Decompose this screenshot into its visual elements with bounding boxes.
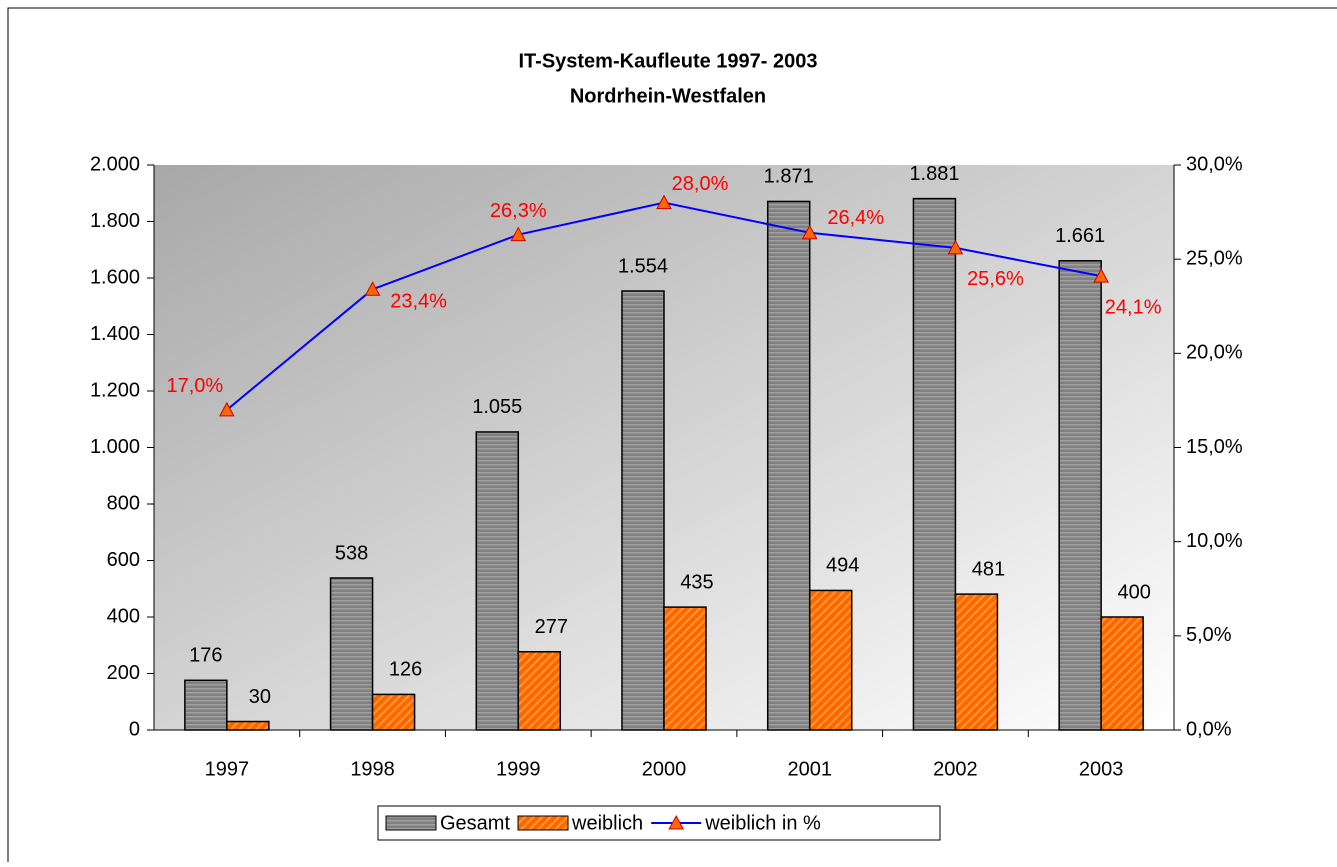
data-label: 25,6% <box>967 268 1024 290</box>
y2-tick-label: 5,0% <box>1186 624 1232 646</box>
bar <box>766 200 811 731</box>
bar <box>912 197 957 731</box>
data-label: 28,0% <box>672 173 729 195</box>
marker <box>1093 268 1109 283</box>
y-tick-label: 1.200 <box>90 379 140 401</box>
data-label: 24,1% <box>1105 296 1162 318</box>
y2-tick-label: 10,0% <box>1186 530 1243 552</box>
data-label: 1.881 <box>909 163 959 185</box>
x-tick-label: 2002 <box>933 758 978 780</box>
data-label: 481 <box>972 558 1005 580</box>
data-label: 26,3% <box>490 200 547 222</box>
x-tick-label: 2000 <box>642 758 687 780</box>
bar <box>808 589 853 731</box>
y-tick-label: 1.600 <box>90 266 140 288</box>
y-tick-label: 1.000 <box>90 436 140 458</box>
bar <box>517 650 562 731</box>
bar <box>621 290 665 731</box>
data-label: 494 <box>826 555 859 577</box>
y2-tick-label: 15,0% <box>1186 436 1243 458</box>
y2-tick-label: 30,0% <box>1186 153 1243 175</box>
y-tick-label: 400 <box>107 605 140 627</box>
bar <box>371 693 416 731</box>
y-tick-label: 1.800 <box>90 210 140 232</box>
x-tick-label: 2001 <box>787 758 832 780</box>
data-label: 26,4% <box>827 207 884 229</box>
bar <box>954 593 999 731</box>
chart-title: IT-System-Kaufleute 1997- 2003 <box>518 50 817 72</box>
data-label: 277 <box>535 616 568 638</box>
legend-label: weiblich <box>571 812 643 834</box>
data-label: 1.055 <box>472 396 522 418</box>
marker <box>219 401 235 417</box>
x-tick-label: 2003 <box>1079 758 1124 780</box>
bar <box>226 720 270 731</box>
data-label: 538 <box>335 542 368 564</box>
y2-tick-label: 20,0% <box>1186 342 1243 364</box>
y-tick-label: 1.400 <box>90 323 140 345</box>
legend-marker <box>668 814 685 830</box>
marker <box>947 239 964 255</box>
bar <box>1058 260 1102 731</box>
y-tick-label: 200 <box>107 662 140 684</box>
data-label: 23,4% <box>390 291 447 313</box>
bar <box>663 606 707 731</box>
y-tick-label: 2.000 <box>90 153 140 175</box>
data-label: 400 <box>1117 581 1150 603</box>
y2-tick-label: 25,0% <box>1186 247 1243 269</box>
chart-subtitle: Nordrhein-Westfalen <box>570 85 766 107</box>
y2-tick-label: 0,0% <box>1186 718 1232 740</box>
marker <box>364 281 381 296</box>
bar <box>184 679 228 731</box>
legend-swatch <box>517 815 569 831</box>
data-label: 1.871 <box>764 166 814 188</box>
marker <box>656 194 672 210</box>
legend-swatch <box>385 815 437 831</box>
legend-label: weiblich in % <box>704 812 821 834</box>
data-label: 30 <box>249 686 271 708</box>
x-tick-label: 1998 <box>350 758 395 780</box>
frame <box>7 7 1337 867</box>
y-tick-label: 0 <box>129 718 140 740</box>
x-tick-label: 1999 <box>496 758 541 780</box>
bar <box>475 431 520 731</box>
data-label: 176 <box>189 645 222 667</box>
y-tick-label: 600 <box>107 549 140 571</box>
legend-label: Gesamt <box>440 812 510 834</box>
x-tick-label: 1997 <box>205 758 250 780</box>
bar <box>329 577 374 731</box>
marker <box>801 224 818 240</box>
data-label: 1.661 <box>1055 225 1105 247</box>
bar <box>1100 616 1144 731</box>
data-label: 1.554 <box>618 255 668 277</box>
legend: Gesamt weiblich weiblich in % <box>377 805 941 841</box>
marker <box>510 226 527 242</box>
data-label: 435 <box>680 571 713 593</box>
data-label: 17,0% <box>166 375 223 397</box>
data-label: 126 <box>389 659 422 681</box>
y-tick-label: 800 <box>107 492 140 514</box>
